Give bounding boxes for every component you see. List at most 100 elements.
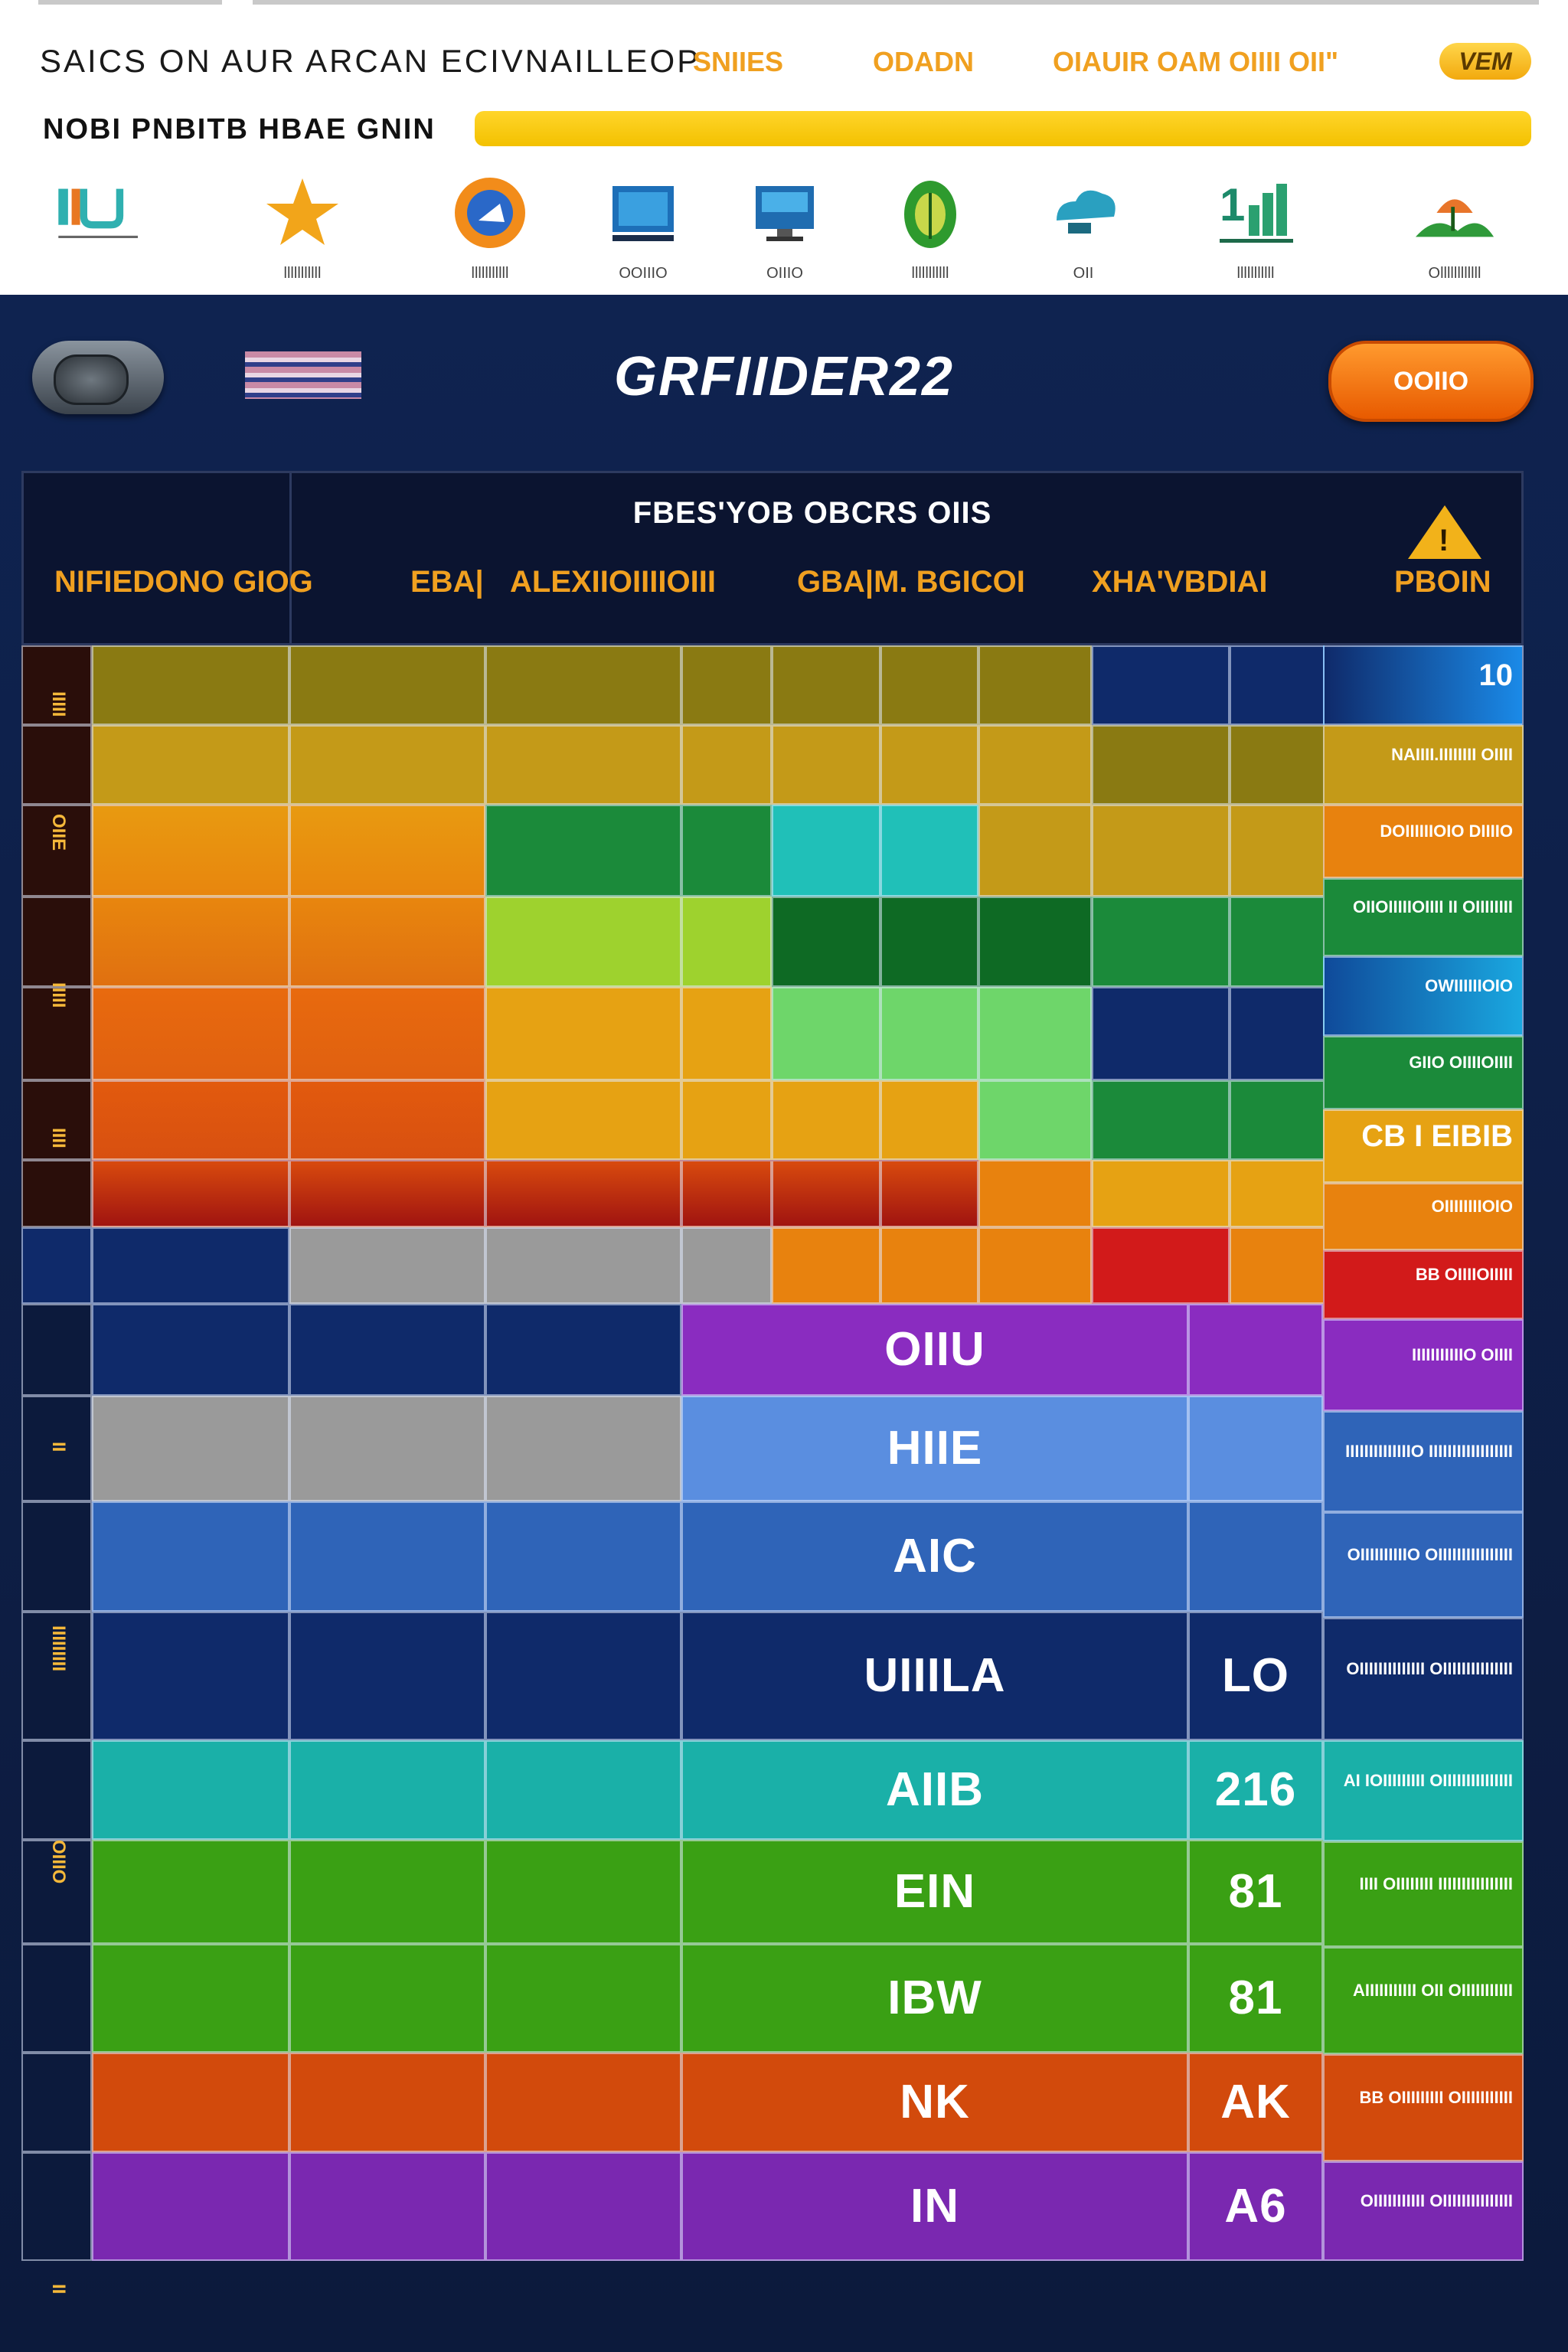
grid-cell[interactable] [92, 1840, 289, 1944]
row-tag-cell[interactable] [21, 1840, 92, 1944]
flag-icon[interactable] [245, 351, 361, 399]
grid-cell[interactable] [485, 987, 681, 1080]
grid-cell[interactable] [880, 987, 978, 1080]
app-item-leaf[interactable]: lllllllllll [865, 175, 995, 283]
grid-cell[interactable] [978, 897, 1092, 987]
grid-cell[interactable] [92, 645, 289, 725]
app-item-star[interactable]: lllllllllll [237, 175, 368, 283]
row-value-cell[interactable] [1188, 2053, 1323, 2152]
grid-cell[interactable] [485, 1944, 681, 2053]
summary-cell[interactable] [1323, 725, 1524, 805]
row-tag-cell[interactable] [21, 1944, 92, 2053]
row-tag-cell[interactable] [21, 987, 92, 1080]
app-item-desktop[interactable]: OIIIO [720, 175, 850, 283]
summary-cell[interactable] [1323, 1947, 1524, 2054]
row-label-cell[interactable] [681, 1304, 1188, 1396]
grid-cell[interactable] [681, 725, 772, 805]
row-value-cell[interactable] [1188, 1944, 1323, 2053]
grid-cell[interactable] [681, 897, 772, 987]
grid-cell[interactable] [880, 1227, 978, 1304]
summary-cell[interactable] [1323, 1183, 1524, 1250]
row-tag-cell[interactable] [21, 805, 92, 897]
grid-cell[interactable] [978, 1080, 1092, 1160]
grid-cell[interactable] [289, 1304, 485, 1396]
summary-cell[interactable] [1323, 878, 1524, 956]
summary-cell[interactable] [1323, 2054, 1524, 2161]
grid-cell[interactable] [681, 805, 772, 897]
row-label-cell[interactable] [681, 1501, 1188, 1612]
row-tag-cell[interactable] [21, 645, 92, 725]
grid-cell[interactable] [289, 1396, 485, 1501]
grid-cell[interactable] [289, 645, 485, 725]
grid-cell[interactable] [92, 1080, 289, 1160]
grid-cell[interactable] [978, 725, 1092, 805]
summary-cell[interactable] [1323, 1109, 1524, 1183]
grid-cell[interactable] [485, 1227, 681, 1304]
grid-cell[interactable] [772, 805, 880, 897]
grid-cell[interactable] [880, 1080, 978, 1160]
nav-link-3[interactable]: OIAUIR OAM OIIII OII" [1053, 46, 1339, 77]
grid-cell[interactable] [485, 1612, 681, 1740]
grid-cell[interactable] [485, 2152, 681, 2261]
row-label-cell[interactable] [681, 2053, 1188, 2152]
nav-link-2[interactable]: ODADN [873, 46, 974, 77]
summary-cell[interactable] [1323, 805, 1524, 878]
grid-cell[interactable] [289, 725, 485, 805]
grid-cell[interactable] [92, 1740, 289, 1840]
row-tag-cell[interactable] [21, 2053, 92, 2152]
row-tag-cell[interactable] [21, 1227, 92, 1304]
row-label-cell[interactable] [681, 1840, 1188, 1944]
summary-cell[interactable] [1323, 645, 1524, 725]
app-item-cloud[interactable]: OII [1018, 175, 1148, 283]
grid-cell[interactable] [1092, 645, 1230, 725]
grid-cell[interactable] [92, 1304, 289, 1396]
row-tag-cell[interactable] [21, 1612, 92, 1740]
column-header[interactable]: PBOIN [1394, 565, 1491, 599]
row-value-cell[interactable] [1188, 1612, 1323, 1740]
summary-cell[interactable] [1323, 1512, 1524, 1618]
grid-cell[interactable] [772, 897, 880, 987]
row-tag-cell[interactable] [21, 1304, 92, 1396]
address-bar[interactable] [253, 0, 1539, 5]
grid-cell[interactable] [485, 1840, 681, 1944]
summary-cell[interactable] [1323, 1036, 1524, 1109]
row-label-cell[interactable] [681, 1740, 1188, 1840]
grid-cell[interactable] [1092, 987, 1230, 1080]
summary-cell[interactable] [1323, 2161, 1524, 2261]
row-label-cell[interactable] [681, 1612, 1188, 1740]
grid-cell[interactable] [289, 987, 485, 1080]
action-button[interactable]: OOIIO [1328, 341, 1534, 422]
grid-cell[interactable] [289, 1160, 485, 1227]
summary-cell[interactable] [1323, 956, 1524, 1036]
grid-cell[interactable] [772, 1080, 880, 1160]
grid-cell[interactable] [289, 1740, 485, 1840]
row-value-cell[interactable] [1188, 1396, 1323, 1501]
grid-cell[interactable] [289, 897, 485, 987]
grid-cell[interactable] [772, 987, 880, 1080]
column-header[interactable]: GBA|M. BGICOI [797, 565, 1025, 599]
grid-cell[interactable] [92, 987, 289, 1080]
row-tag-cell[interactable] [21, 725, 92, 805]
grid-cell[interactable] [978, 1160, 1092, 1227]
grid-cell[interactable] [289, 2152, 485, 2261]
grid-cell[interactable] [681, 645, 772, 725]
app-item-landscape[interactable]: Ollllllllllll [1390, 175, 1520, 283]
grid-cell[interactable] [289, 1944, 485, 2053]
grid-cell[interactable] [92, 1612, 289, 1740]
grid-cell[interactable] [289, 1227, 485, 1304]
grid-cell[interactable] [1092, 897, 1230, 987]
summary-cell[interactable] [1323, 1319, 1524, 1411]
grid-cell[interactable] [92, 1160, 289, 1227]
grid-cell[interactable] [92, 1501, 289, 1612]
grid-cell[interactable] [289, 1080, 485, 1160]
summary-cell[interactable] [1323, 1411, 1524, 1512]
grid-cell[interactable] [92, 805, 289, 897]
grid-cell[interactable] [289, 1501, 485, 1612]
row-tag-cell[interactable] [21, 1740, 92, 1840]
row-value-cell[interactable] [1188, 1501, 1323, 1612]
grid-cell[interactable] [485, 1396, 681, 1501]
row-value-cell[interactable] [1188, 1840, 1323, 1944]
summary-cell[interactable] [1323, 1740, 1524, 1841]
grid-cell[interactable] [978, 1227, 1092, 1304]
grid-cell[interactable] [880, 645, 978, 725]
